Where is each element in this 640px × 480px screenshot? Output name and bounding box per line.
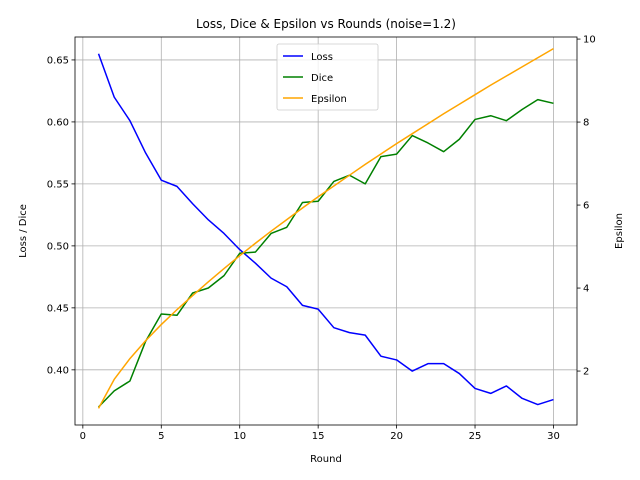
legend-box [276, 43, 379, 111]
y-tick-label-right: 10 [583, 35, 596, 46]
axes: 0 5 10 15 20 25 30 0.40 0.45 0.50 0.55 0.60 0.65 2 4 6 8… [47, 35, 596, 442]
y-tick-label-right: 8 [583, 118, 589, 129]
plot-frame [74, 36, 578, 426]
series-line-loss [97, 53, 554, 406]
x-axis-label: Round [310, 454, 342, 465]
x-tick-label: 15 [312, 431, 325, 442]
y-tick-label-left: 0.65 [47, 55, 69, 66]
x-tick-label: 25 [469, 431, 482, 442]
y-axis-label-right: Epsilon [614, 213, 625, 249]
legend-label-epsilon: Epsilon [311, 94, 347, 105]
y-tick-label-left: 0.60 [47, 117, 69, 128]
grid [75, 37, 577, 425]
y-tick-label-left: 0.40 [47, 365, 69, 376]
x-tick-label: 20 [390, 431, 403, 442]
x-tick-label: 0 [80, 431, 86, 442]
x-tick-label: 10 [233, 431, 246, 442]
y-tick-label-left: 0.50 [47, 241, 69, 252]
chart-title: Loss, Dice & Epsilon vs Rounds (noise=1.… [196, 17, 456, 31]
legend-label-dice: Dice [311, 73, 333, 84]
y-tick-label-right: 2 [583, 367, 589, 378]
x-tick-label: 30 [547, 431, 560, 442]
legend-label-loss: Loss [311, 52, 333, 63]
x-tick-label: 5 [158, 431, 164, 442]
legend: Loss Dice Epsilon [276, 43, 379, 111]
y-tick-label-left: 0.55 [47, 179, 69, 190]
series-line-epsilon [97, 47, 554, 409]
y-axis-label-left: Loss / Dice [18, 204, 29, 258]
y-tick-label-left: 0.45 [47, 303, 69, 314]
y-tick-label-right: 4 [583, 284, 589, 295]
y-tick-label-right: 6 [583, 201, 589, 212]
series-layer [97, 47, 554, 409]
